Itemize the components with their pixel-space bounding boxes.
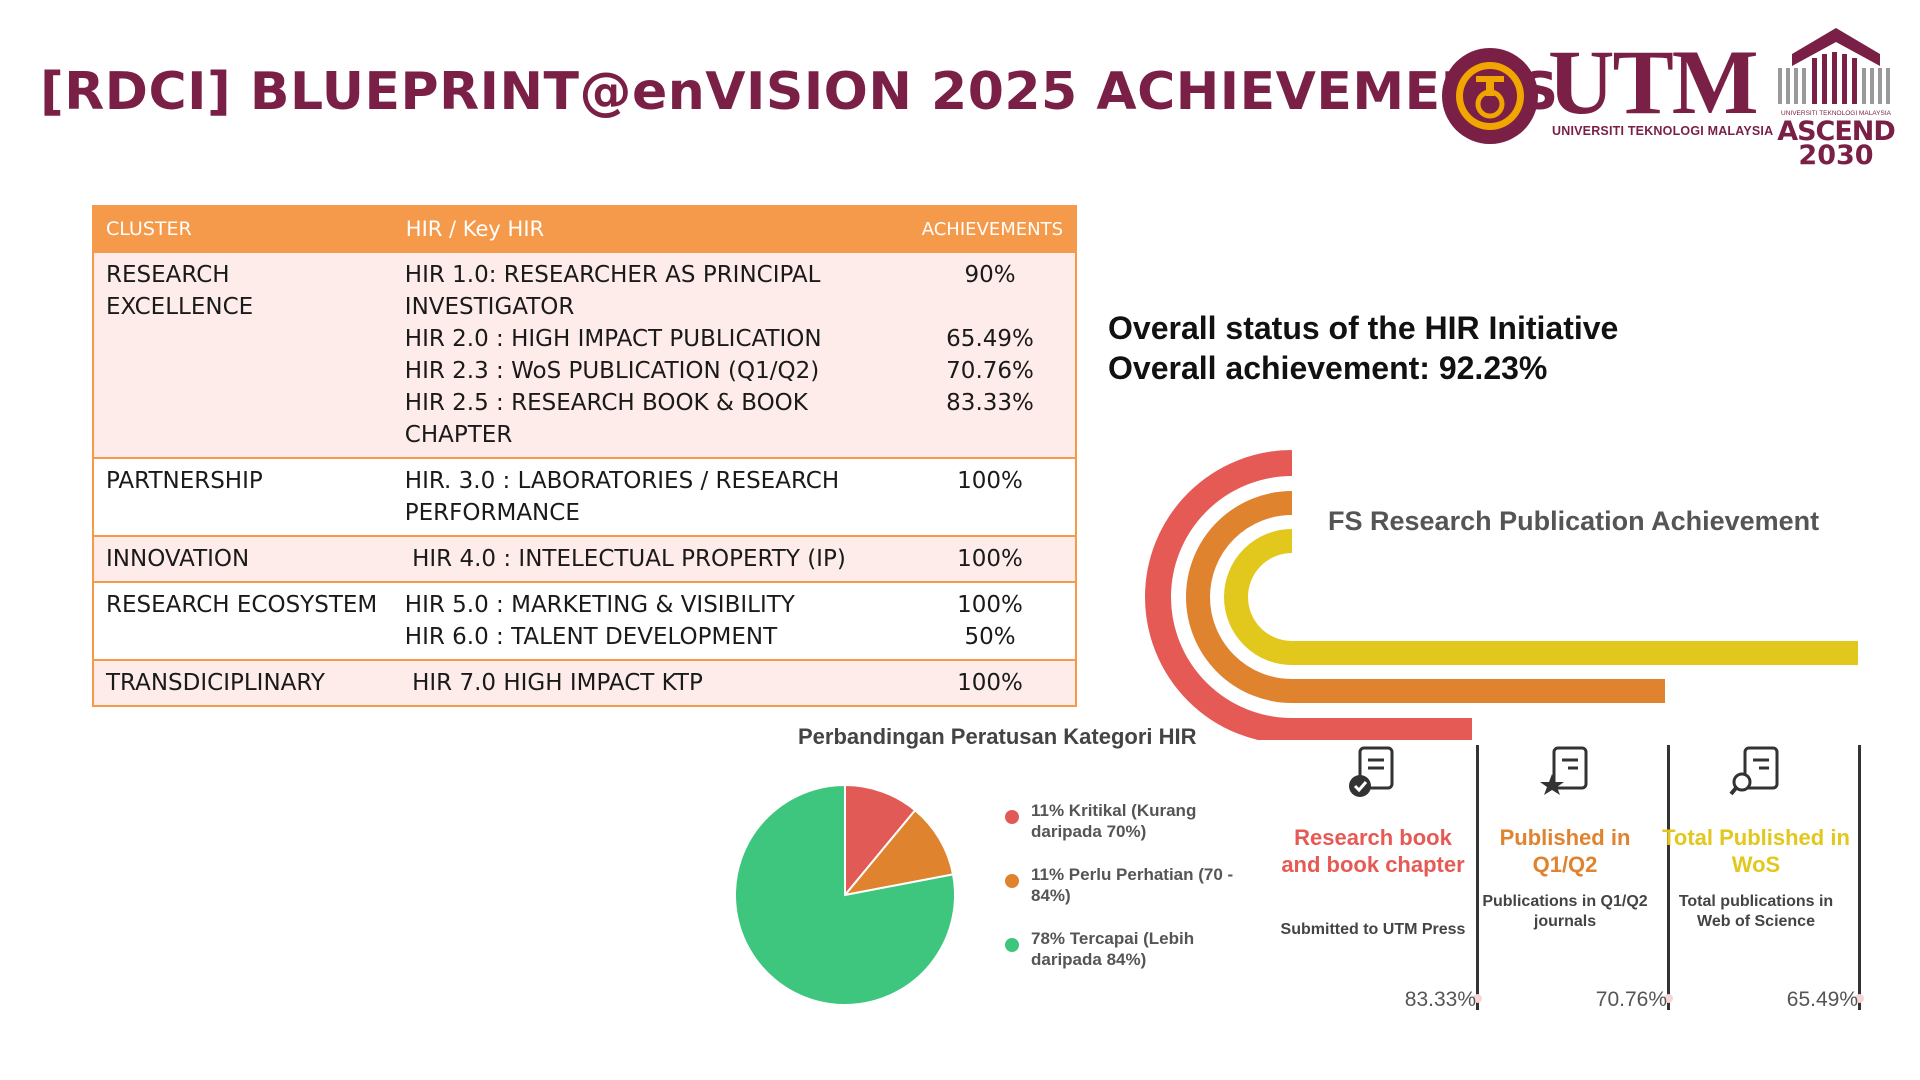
achievement-value: 65.49% bbox=[946, 326, 1034, 352]
achievement-cell: 100% bbox=[905, 659, 1076, 706]
divider-dot bbox=[1855, 994, 1864, 1003]
cluster-cell: PARTNERSHIP bbox=[93, 457, 393, 536]
arc-orange bbox=[1186, 491, 1665, 703]
table-row: RESEARCH ECOSYSTEM HIR 5.0 : MARKETING &… bbox=[93, 581, 1076, 660]
cluster-cell: TRANSDICIPLINARY bbox=[93, 659, 393, 706]
cluster-cell: INNOVATION bbox=[93, 535, 393, 582]
arc-yellow bbox=[1224, 529, 1858, 665]
hir-item: HIR 2.5 : RESEARCH BOOK & BOOK CHAPTER bbox=[404, 390, 808, 448]
document-search-icon bbox=[1729, 746, 1779, 796]
pie-slice-1 bbox=[844, 783, 917, 898]
fs-arcs-graphic bbox=[1145, 450, 1858, 740]
utm-subtitle: UNIVERSITI TEKNOLOGI MALAYSIA bbox=[1552, 124, 1774, 138]
hir-cell: HIR 4.0 : INTELECTUAL PROPERTY (IP) bbox=[392, 535, 906, 582]
cluster-cell: RESEARCH ECOSYSTEM bbox=[93, 581, 393, 660]
divider-dot bbox=[1473, 994, 1482, 1003]
hir-item: HIR 6.0 : TALENT DEVELOPMENT bbox=[404, 624, 778, 650]
overall-status: Overall status of the HIR Initiative Ove… bbox=[1108, 308, 1618, 388]
table-row: RESEARCH EXCELLENCE HIR 1.0: RESEARCHER … bbox=[93, 251, 1076, 458]
stat-wos: Total Published in WoS Total publication… bbox=[1661, 740, 1851, 1020]
stat-title: Research book and book chapter bbox=[1281, 825, 1465, 877]
achievement-cell: 100% 50% bbox=[905, 581, 1076, 660]
ascend-small-text: UNIVERSITI TEKNOLOGI MALAYSIA bbox=[1781, 110, 1891, 117]
achievement-cell: 100% bbox=[905, 535, 1076, 582]
fs-publication-title: FS Research Publication Achievement bbox=[1328, 506, 1820, 536]
header-cluster: CLUSTER bbox=[92, 205, 394, 253]
achievement-value: 100% bbox=[957, 670, 1023, 696]
hir-table: CLUSTER HIR / Key HIR ACHIEVEMENTS RESEA… bbox=[92, 205, 1077, 707]
hir-item: HIR 2.0 : HIGH IMPACT PUBLICATION bbox=[404, 326, 822, 352]
utm-seal-icon bbox=[1442, 48, 1538, 144]
achievement-value: 100% bbox=[957, 468, 1023, 494]
pie-slice-3 bbox=[734, 783, 956, 1006]
ascend-year: 2030 bbox=[1798, 140, 1874, 171]
stat-description: Publications in Q1/Q2 journals bbox=[1482, 893, 1648, 930]
cluster-cell: RESEARCH EXCELLENCE bbox=[93, 251, 393, 458]
stat-book-chapter: Research book and book chapter Submitted… bbox=[1278, 740, 1468, 1020]
pie-chart-title: Perbandingan Peratusan Kategori HIR bbox=[798, 724, 1197, 749]
document-star-icon bbox=[1540, 746, 1588, 795]
ascend-wordmark: ASCEND bbox=[1777, 116, 1896, 147]
legend-item: 78% Tercapai (Lebih daripada 84%) bbox=[1005, 928, 1255, 970]
hir-item: HIR 7.0 HIGH IMPACT KTP bbox=[404, 670, 703, 696]
hir-item: HIR 5.0 : MARKETING & VISIBILITY bbox=[404, 592, 795, 618]
hir-cell: HIR 7.0 HIGH IMPACT KTP bbox=[392, 659, 906, 706]
pie-chart bbox=[734, 783, 956, 1006]
legend-label: 78% Tercapai (Lebih daripada 84%) bbox=[1031, 929, 1195, 969]
legend-label: 11% Perlu Perhatian (70 - 84%) bbox=[1031, 865, 1234, 905]
table-header-row: CLUSTER HIR / Key HIR ACHIEVEMENTS bbox=[92, 205, 1077, 253]
stat-q1q2: Published in Q1/Q2 Publications in Q1/Q2… bbox=[1470, 740, 1660, 1020]
stat-title: Published in Q1/Q2 bbox=[1499, 825, 1631, 877]
legend-item: 11% Perlu Perhatian (70 - 84%) bbox=[1005, 864, 1255, 906]
stat-title: Total Published in WoS bbox=[1662, 825, 1850, 877]
hir-item: HIR 1.0: RESEARCHER AS PRINCIPAL INVESTI… bbox=[404, 262, 821, 320]
divider-line bbox=[1858, 745, 1861, 1010]
legend-dot-icon bbox=[1005, 938, 1019, 952]
stat-description: Submitted to UTM Press bbox=[1280, 921, 1466, 938]
hir-cell: HIR. 3.0 : LABORATORIES / RESEARCH PERFO… bbox=[392, 457, 906, 536]
divider-line bbox=[1476, 745, 1479, 1010]
hir-item: HIR. 3.0 : LABORATORIES / RESEARCH PERFO… bbox=[404, 468, 840, 526]
header-hir: HIR / Key HIR bbox=[391, 205, 907, 253]
stat-value: 65.49% bbox=[1786, 988, 1858, 1011]
document-check-icon bbox=[1349, 746, 1394, 797]
ascend-building-icon bbox=[1778, 28, 1890, 104]
achievement-value: 83.33% bbox=[946, 390, 1034, 416]
achievement-cell: 100% bbox=[905, 457, 1076, 536]
divider-line bbox=[1667, 745, 1670, 1010]
achievement-value: 50% bbox=[964, 624, 1016, 650]
legend-label: 11% Kritikal (Kurang daripada 70%) bbox=[1031, 801, 1197, 841]
achievement-value: 90% bbox=[964, 262, 1016, 288]
hir-cell: HIR 1.0: RESEARCHER AS PRINCIPAL INVESTI… bbox=[392, 251, 906, 458]
legend-dot-icon bbox=[1005, 874, 1019, 888]
table-row: INNOVATION HIR 4.0 : INTELECTUAL PROPERT… bbox=[93, 535, 1076, 582]
utm-logo: UTM UNIVERSITI TEKNOLOGI MALAYSIA bbox=[1440, 36, 1773, 152]
page-title: [RDCI] BLUEPRINT@enVISION 2025 ACHIEVEME… bbox=[40, 62, 1559, 122]
achievement-value: 100% bbox=[957, 546, 1023, 572]
stat-value: 83.33% bbox=[1404, 988, 1476, 1011]
divider-dot bbox=[1664, 994, 1673, 1003]
ascend-logo: UNIVERSITI TEKNOLOGI MALAYSIA ASCEND 203… bbox=[1772, 24, 1900, 169]
hir-cell: HIR 5.0 : MARKETING & VISIBILITY HIR 6.0… bbox=[392, 581, 906, 660]
pie-legend: 11% Kritikal (Kurang daripada 70%) 11% Pe… bbox=[1005, 800, 1255, 992]
table-row: PARTNERSHIP HIR. 3.0 : LABORATORIES / RE… bbox=[93, 457, 1076, 536]
achievement-value: 70.76% bbox=[946, 358, 1034, 384]
header-achievements: ACHIEVEMENTS bbox=[904, 205, 1077, 253]
stat-value: 70.76% bbox=[1595, 988, 1667, 1011]
stat-description: Total publications in Web of Science bbox=[1678, 893, 1834, 930]
achievement-value: 100% bbox=[957, 592, 1023, 618]
hir-item: HIR 2.3 : WoS PUBLICATION (Q1/Q2) bbox=[404, 358, 820, 384]
legend-item: 11% Kritikal (Kurang daripada 70%) bbox=[1005, 800, 1255, 842]
arc-red bbox=[1145, 450, 1472, 740]
hir-item: HIR 4.0 : INTELECTUAL PROPERTY (IP) bbox=[404, 546, 846, 572]
overall-achievement-text: Overall achievement: 92.23% bbox=[1108, 350, 1548, 386]
achievement-cell: 90% 65.49% 70.76% 83.33% bbox=[905, 251, 1076, 458]
pie-slice-2 bbox=[842, 808, 955, 897]
utm-wordmark: UTM bbox=[1548, 31, 1759, 133]
overall-status-text: Overall status of the HIR Initiative bbox=[1108, 310, 1619, 346]
table-row: TRANSDICIPLINARY HIR 7.0 HIGH IMPACT KTP… bbox=[93, 659, 1076, 706]
legend-dot-icon bbox=[1005, 810, 1019, 824]
